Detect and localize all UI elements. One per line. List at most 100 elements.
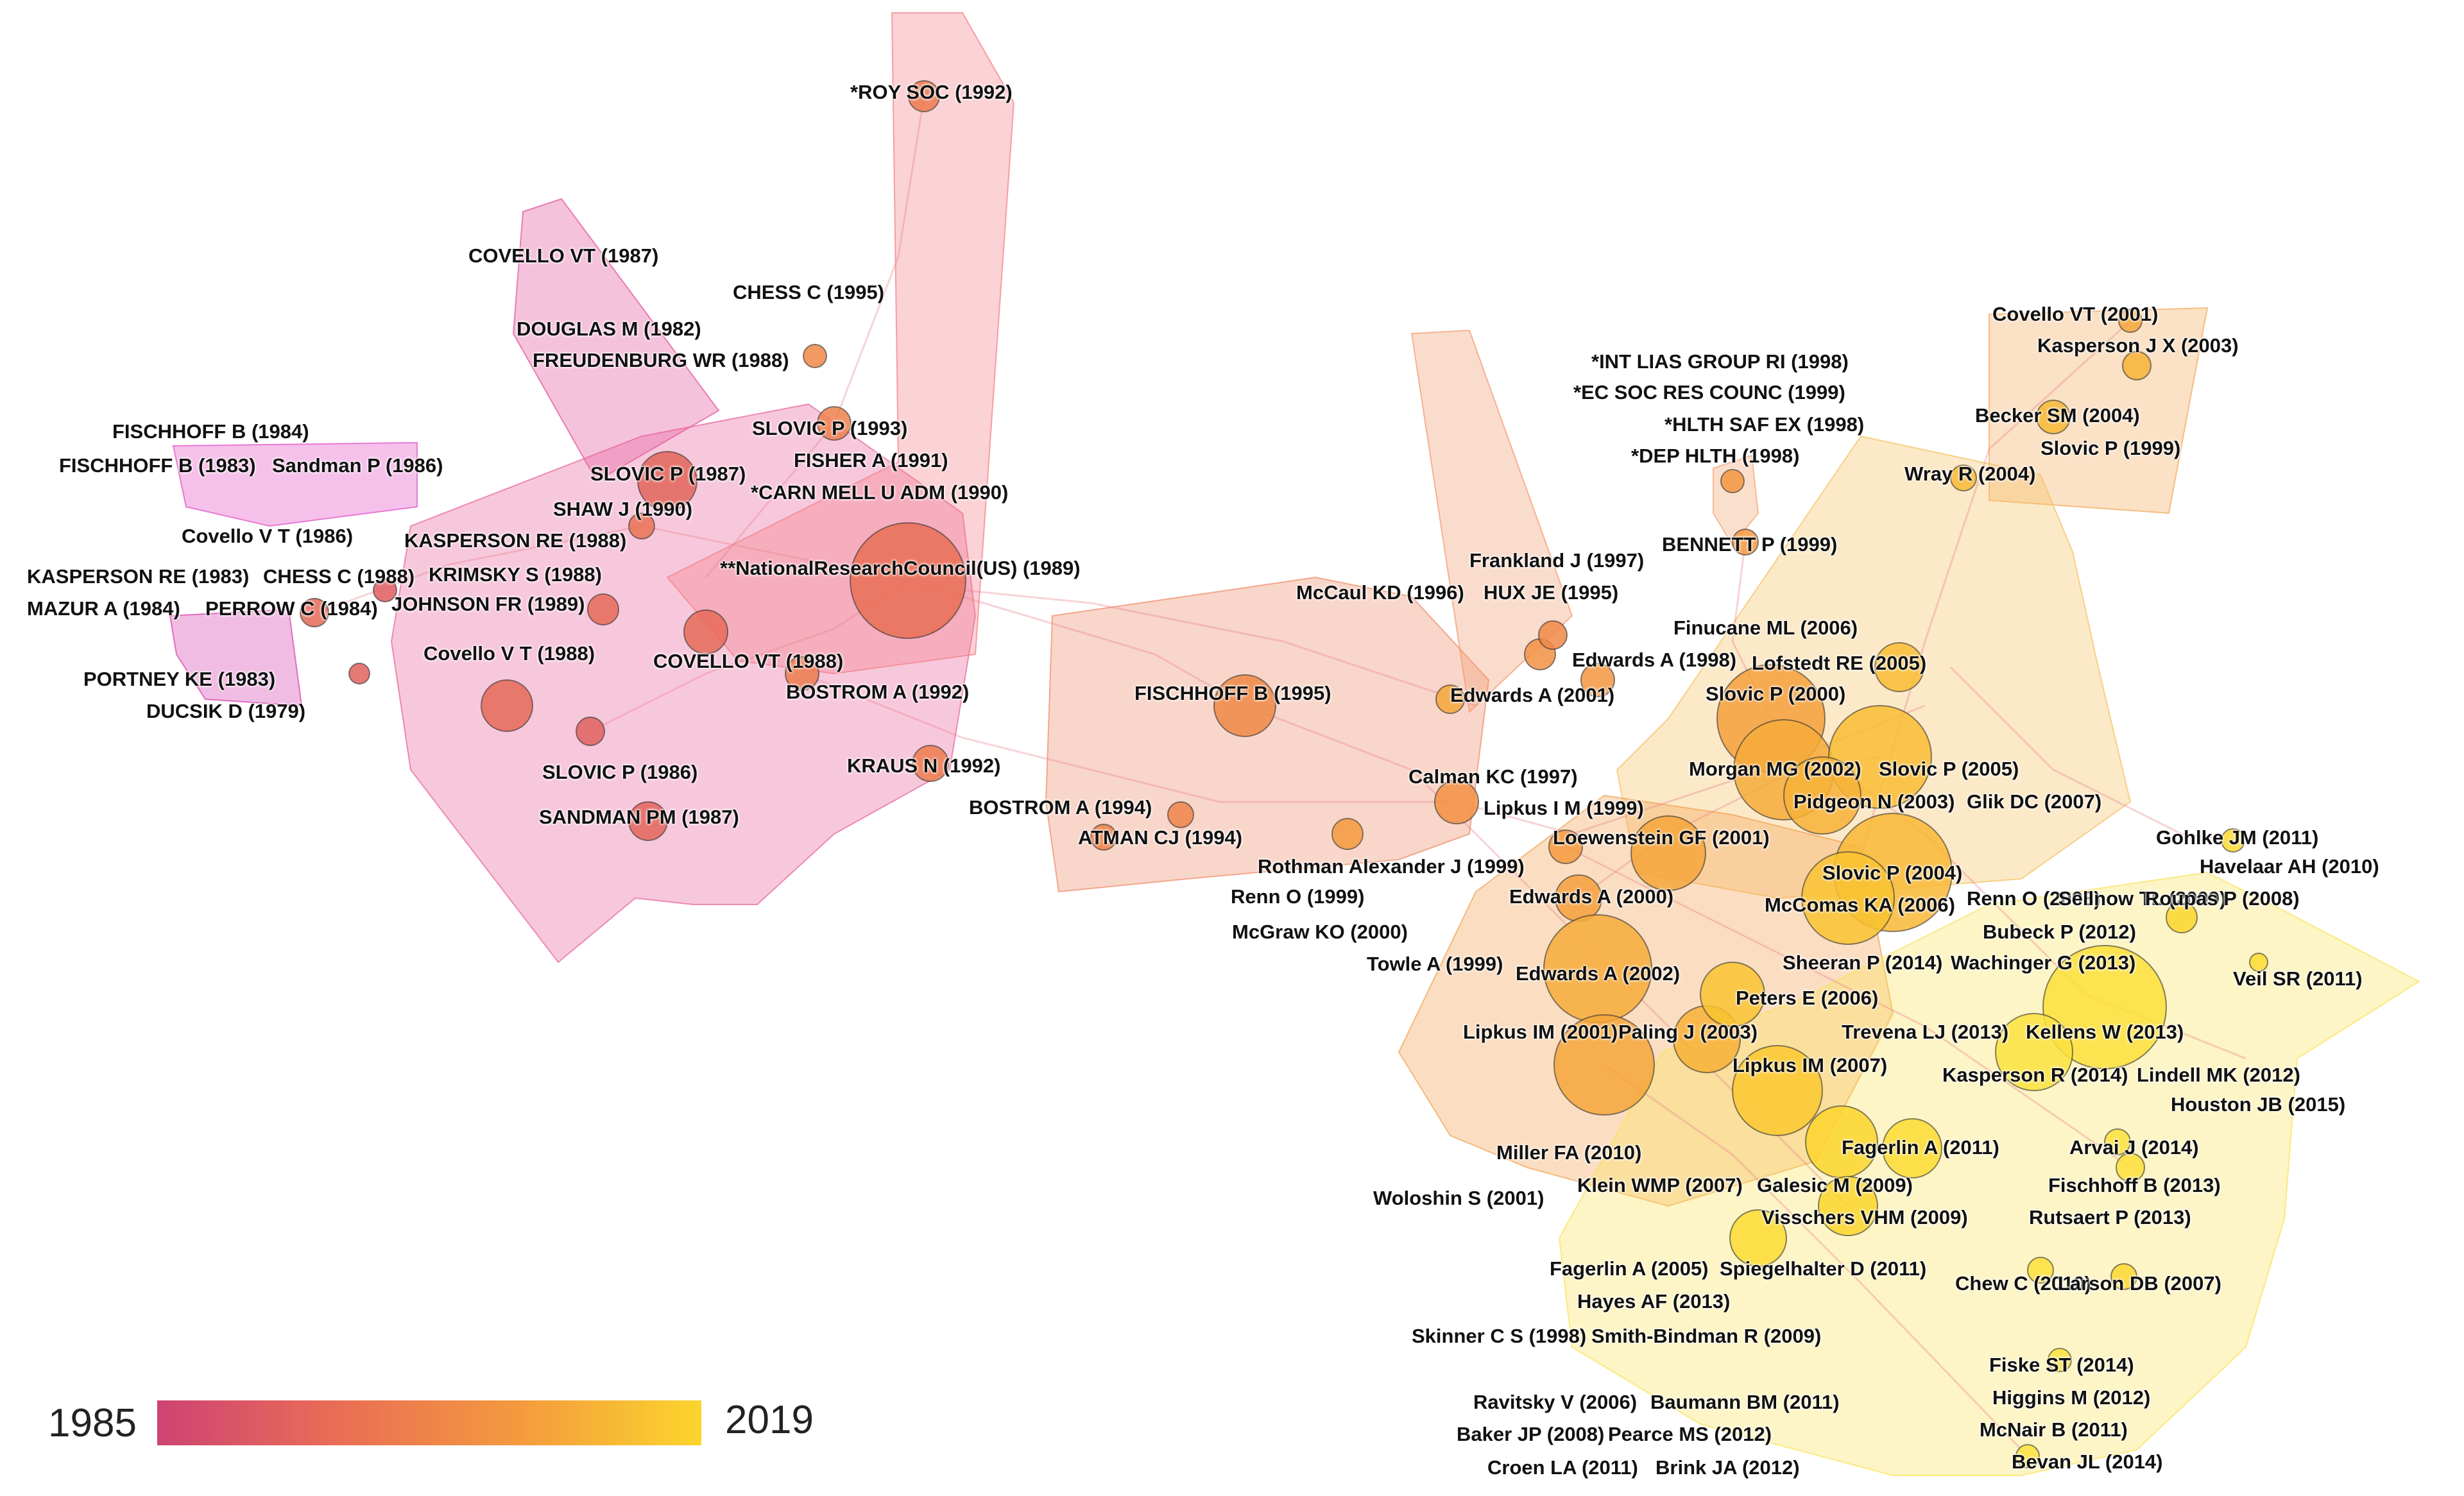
node-label[interactable]: FISCHHOFF B (1984) (112, 420, 309, 443)
node-label[interactable]: DUCSIK D (1979) (146, 700, 306, 722)
reference-node[interactable] (908, 80, 940, 112)
reference-node[interactable] (2042, 945, 2167, 1069)
reference-node[interactable] (803, 344, 827, 368)
node-label[interactable]: JOHNSON FR (1989) (391, 593, 585, 615)
node-label[interactable]: Lofstedt RE (2005) (1752, 652, 1927, 674)
node-label[interactable]: Sandman P (1986) (272, 454, 443, 477)
node-label[interactable]: Edwards A (1998) (1572, 649, 1737, 671)
node-label[interactable]: Rutsaert P (2013) (2029, 1206, 2191, 1228)
reference-node[interactable] (2104, 1128, 2131, 1155)
reference-node[interactable] (1630, 815, 1706, 891)
reference-node[interactable] (1090, 824, 1117, 851)
reference-node[interactable] (817, 406, 851, 441)
node-label[interactable]: Klein WMP (2007) (1577, 1174, 1743, 1196)
node-label[interactable]: PORTNEY KE (1983) (83, 668, 276, 690)
node-label[interactable]: Fagerlin A (2011) (1842, 1136, 1999, 1159)
node-label[interactable]: Towle A (1999) (1367, 953, 1503, 975)
node-label[interactable]: Paling J (2003) (1618, 1021, 1758, 1043)
node-label[interactable]: SHAW J (1990) (553, 498, 693, 520)
node-label[interactable]: Fischhoff B (2013) (2048, 1174, 2221, 1196)
node-label[interactable]: Bevan JL (2014) (2012, 1450, 2163, 1473)
node-label[interactable]: Havelaar AH (2010) (2200, 855, 2379, 878)
node-label[interactable]: Wray R (2004) (1904, 463, 2036, 485)
reference-node[interactable] (2122, 351, 2152, 380)
node-label[interactable]: BOSTROM A (1994) (969, 796, 1152, 819)
reference-node[interactable] (1995, 1013, 2073, 1091)
node-label[interactable]: Galesic M (2009) (1757, 1174, 1913, 1196)
node-label[interactable]: *HLTH SAF EX (1998) (1664, 413, 1865, 436)
reference-node[interactable] (2036, 400, 2071, 434)
reference-node[interactable] (1435, 684, 1465, 714)
node-label[interactable]: *ROY SOC (1992) (850, 81, 1013, 103)
node-label[interactable]: **NationalResearchCouncil(US) (1989) (720, 557, 1081, 579)
node-label[interactable]: Roupas P (2008) (2145, 887, 2300, 910)
node-label[interactable]: Sheeran P (2014) (1783, 951, 1943, 974)
node-label[interactable]: Slovic P (2005) (1879, 758, 2019, 780)
node-label[interactable]: Visschers VHM (2009) (1761, 1206, 1968, 1228)
reference-node[interactable] (2116, 1153, 2145, 1182)
reference-node[interactable] (1538, 620, 1568, 650)
node-label[interactable]: SLOVIC P (1993) (752, 417, 908, 439)
node-label[interactable]: KRIMSKY S (1988) (429, 563, 602, 586)
node-label[interactable]: Rothman Alexander J (1999) (1258, 855, 1525, 878)
node-label[interactable]: Houston JB (2015) (2171, 1093, 2346, 1116)
node-label[interactable]: Lipkus IM (2001) (1463, 1021, 1618, 1043)
reference-node[interactable] (1580, 663, 1615, 697)
node-label[interactable]: Lipkus IM (2007) (1733, 1054, 1888, 1076)
reference-node[interactable] (2048, 1348, 2072, 1372)
reference-node[interactable] (1729, 1209, 1787, 1267)
node-label[interactable]: Lindell MK (2012) (2137, 1064, 2300, 1086)
node-label[interactable]: McNair B (2011) (1980, 1418, 2128, 1441)
node-label[interactable]: Loewenstein GF (2001) (1553, 826, 1770, 849)
node-label[interactable]: Croen LA (2011) (1487, 1456, 1638, 1479)
node-label[interactable]: Kasperson R (2014) (1942, 1064, 2128, 1086)
reference-node[interactable] (1700, 962, 1765, 1027)
node-label[interactable]: KASPERSON RE (1983) (27, 565, 250, 588)
reference-node[interactable] (912, 745, 949, 782)
node-label[interactable]: SANDMAN PM (1987) (539, 806, 739, 828)
reference-node[interactable] (1434, 779, 1479, 824)
node-label[interactable]: COVELLO VT (1987) (468, 244, 659, 267)
reference-node[interactable] (1950, 464, 1977, 491)
reference-node[interactable] (2118, 309, 2143, 333)
reference-node[interactable] (481, 679, 533, 732)
node-label[interactable]: FISCHHOFF B (1995) (1134, 682, 1331, 704)
node-label[interactable]: Woloshin S (2001) (1373, 1187, 1544, 1209)
reference-node[interactable] (2249, 953, 2268, 972)
node-label[interactable]: COVELLO VT (1988) (653, 650, 844, 672)
node-label[interactable]: ATMAN CJ (1994) (1078, 826, 1243, 849)
reference-node[interactable] (1732, 1045, 1823, 1136)
node-label[interactable]: Peters E (2006) (1736, 987, 1879, 1009)
node-label[interactable]: Renn O (2008) (1967, 887, 2101, 910)
node-label[interactable]: Calman KC (1997) (1408, 765, 1578, 788)
node-label[interactable]: Fagerlin A (2005) (1550, 1257, 1709, 1280)
node-label[interactable]: KRAUS N (1992) (847, 754, 1001, 777)
node-label[interactable]: McComas KA (2006) (1765, 894, 1955, 916)
node-label[interactable]: Slovic P (2004) (1822, 862, 1963, 884)
node-label[interactable]: Covello VT (2001) (1992, 303, 2159, 325)
node-label[interactable]: Smith-Bindman R (2009) (1591, 1325, 1822, 1347)
node-label[interactable]: Veil SR (2011) (2233, 967, 2363, 990)
reference-node[interactable] (2015, 1444, 2040, 1468)
node-label[interactable]: Kasperson J X (2003) (2037, 334, 2239, 357)
node-label[interactable]: Pidgeon N (2003) (1793, 790, 1955, 813)
node-label[interactable]: CHESS C (1995) (733, 281, 885, 303)
node-label[interactable]: Baker JP (2008) (1457, 1423, 1605, 1445)
node-label[interactable]: Chew C (2010) (1955, 1272, 2091, 1295)
node-label[interactable]: Wachinger G (2013) (1951, 951, 2136, 974)
node-label[interactable]: Renn O (1999) (1231, 885, 1365, 908)
reference-node[interactable] (2110, 1263, 2137, 1290)
reference-node[interactable] (2221, 828, 2245, 853)
reference-node[interactable] (637, 451, 697, 511)
reference-node[interactable] (587, 593, 619, 625)
node-label[interactable]: CHESS C (1988) (263, 565, 415, 588)
node-label[interactable]: FISCHHOFF B (1983) (59, 454, 256, 477)
node-label[interactable]: Hayes AF (2013) (1577, 1290, 1731, 1313)
node-label[interactable]: *DEP HLTH (1998) (1631, 445, 1800, 467)
node-label[interactable]: *INT LIAS GROUP RI (1998) (1591, 350, 1849, 373)
reference-node[interactable] (300, 598, 329, 627)
reference-node[interactable] (1553, 1014, 1655, 1116)
reference-node[interactable] (1783, 756, 1861, 835)
reference-node[interactable] (850, 522, 966, 639)
reference-node[interactable] (1874, 642, 1924, 692)
